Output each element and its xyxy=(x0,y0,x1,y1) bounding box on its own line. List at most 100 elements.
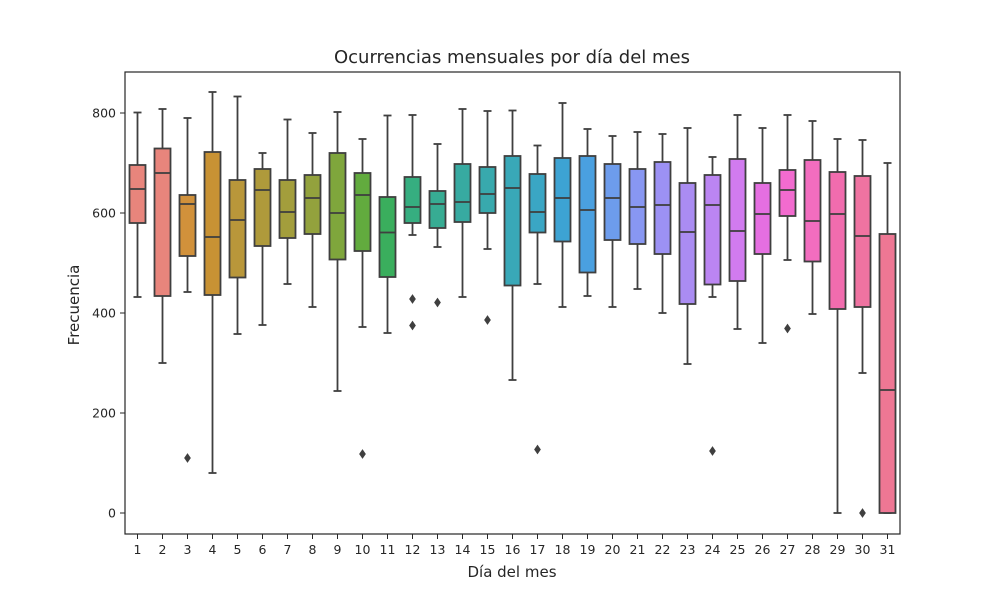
x-tick-label: 9 xyxy=(334,542,342,557)
outlier-point xyxy=(784,323,791,334)
x-tick-label: 19 xyxy=(580,542,596,557)
x-axis-ticks: 1 2 3 4 5 6 7 8 9 10 11 12 13 14 15 16 17 18 19 20 21 22 23 24 2… xyxy=(134,534,896,557)
box-iqr xyxy=(328,152,347,261)
x-tick-label: 25 xyxy=(730,542,746,557)
y-tick-label: 800 xyxy=(92,106,116,121)
box-group-day-12 xyxy=(403,114,422,331)
x-tick-label: 30 xyxy=(855,542,871,557)
x-tick-label: 12 xyxy=(405,542,421,557)
box-iqr xyxy=(153,147,172,297)
box-group-day-29 xyxy=(828,138,847,514)
box-iqr xyxy=(553,157,572,243)
x-tick-label: 14 xyxy=(455,542,471,557)
box-group-day-19 xyxy=(578,128,597,297)
box-group-day-14 xyxy=(453,108,472,298)
box-group-day-25 xyxy=(728,114,747,330)
x-tick-label: 28 xyxy=(805,542,821,557)
box-iqr xyxy=(853,175,872,308)
box-group-day-27 xyxy=(778,114,797,334)
y-axis-label: Frecuencia xyxy=(65,265,83,346)
x-tick-label: 6 xyxy=(259,542,267,557)
box-group-day-28 xyxy=(803,120,822,315)
plot-frame xyxy=(124,71,901,535)
x-tick-label: 15 xyxy=(480,542,496,557)
box-group-day-17 xyxy=(528,144,547,455)
outlier-point xyxy=(709,446,716,456)
x-tick-label: 22 xyxy=(655,542,671,557)
box-iqr xyxy=(203,151,222,296)
box-group-day-18 xyxy=(553,102,572,308)
box-iqr xyxy=(528,173,547,234)
box-group-day-22 xyxy=(653,133,672,314)
y-tick-label: 200 xyxy=(92,406,116,421)
box-iqr xyxy=(478,166,497,214)
box-group-day-7 xyxy=(278,118,297,285)
box-iqr xyxy=(128,164,147,224)
box-group-day-30 xyxy=(853,139,872,518)
box-group-day-6 xyxy=(253,152,272,326)
box-iqr xyxy=(503,155,522,287)
box-iqr xyxy=(403,176,422,224)
box-group-day-9 xyxy=(328,111,347,392)
box-iqr xyxy=(253,168,272,247)
box-iqr xyxy=(228,179,247,279)
box-group-day-5 xyxy=(228,95,247,335)
box-iqr xyxy=(178,194,197,257)
x-tick-label: 3 xyxy=(184,542,192,557)
box-group-day-13 xyxy=(428,143,447,308)
box-iqr xyxy=(353,172,372,252)
box-group-day-10 xyxy=(353,138,372,459)
outlier-point xyxy=(859,508,866,518)
box-group-day-24 xyxy=(703,156,722,456)
outlier-point xyxy=(184,453,191,463)
x-tick-label: 20 xyxy=(605,542,621,557)
x-tick-label: 13 xyxy=(430,542,446,557)
x-tick-label: 8 xyxy=(309,542,317,557)
x-tick-label: 29 xyxy=(830,542,846,557)
box-iqr xyxy=(878,233,897,514)
x-axis-label: Día del mes xyxy=(467,563,556,581)
x-tick-label: 27 xyxy=(780,542,796,557)
x-tick-label: 4 xyxy=(209,542,217,557)
outlier-point xyxy=(359,449,366,459)
box-group-day-4 xyxy=(203,91,222,474)
box-group-day-21 xyxy=(628,131,647,290)
box-iqr xyxy=(753,182,772,255)
box-iqr xyxy=(453,163,472,223)
y-axis-ticks: 0 200 400 600 800 xyxy=(92,106,125,521)
box-iqr xyxy=(703,174,722,286)
box-group-day-15 xyxy=(478,110,497,325)
box-group-day-1 xyxy=(128,111,147,298)
x-tick-label: 11 xyxy=(380,542,396,557)
outlier-point xyxy=(409,294,416,304)
box-iqr xyxy=(803,159,822,263)
x-tick-label: 1 xyxy=(134,542,142,557)
outlier-point xyxy=(484,315,491,325)
box-iqr xyxy=(728,158,747,282)
box-iqr xyxy=(678,182,697,305)
box-group-day-11 xyxy=(378,114,397,334)
boxes-group xyxy=(128,91,897,518)
x-tick-label: 18 xyxy=(555,542,571,557)
box-iqr xyxy=(278,179,297,239)
box-group-day-31 xyxy=(878,162,897,514)
box-group-day-26 xyxy=(753,127,772,344)
y-tick-label: 600 xyxy=(92,206,116,221)
y-tick-label: 400 xyxy=(92,306,116,321)
outlier-point xyxy=(434,297,441,308)
x-tick-label: 31 xyxy=(880,542,896,557)
box-iqr xyxy=(303,174,322,235)
box-iqr xyxy=(378,196,397,278)
y-tick-label: 0 xyxy=(108,506,116,521)
outlier-point xyxy=(534,444,541,455)
box-iqr xyxy=(828,171,847,310)
box-iqr xyxy=(428,190,447,229)
x-tick-label: 23 xyxy=(680,542,696,557)
x-tick-label: 17 xyxy=(530,542,546,557)
x-tick-label: 10 xyxy=(355,542,371,557)
box-group-day-8 xyxy=(303,132,322,308)
x-tick-label: 7 xyxy=(284,542,292,557)
box-group-day-23 xyxy=(678,127,697,365)
x-tick-label: 24 xyxy=(705,542,721,557)
